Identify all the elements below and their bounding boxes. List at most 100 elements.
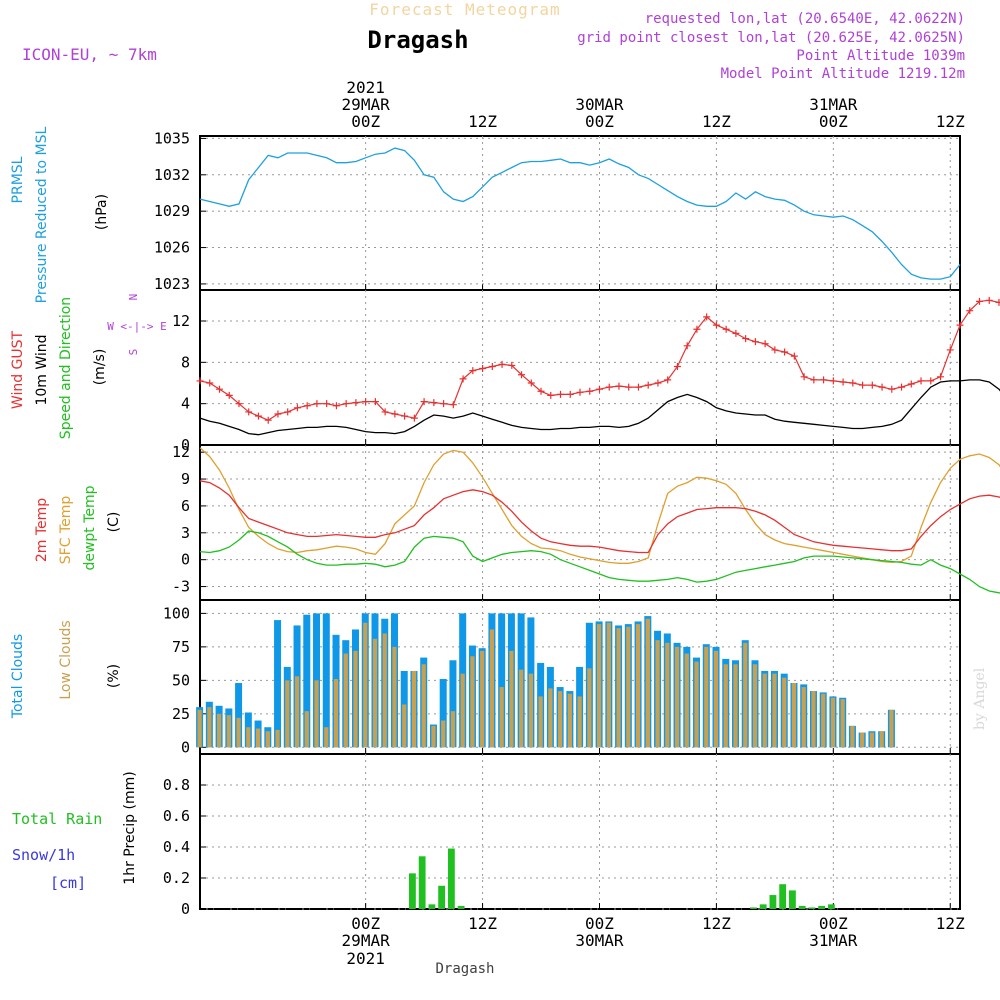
bottom-hour-label-3: 12Z xyxy=(702,914,731,933)
low-clouds-bar xyxy=(830,697,836,748)
wind-gust-marker xyxy=(937,373,945,381)
rain-bar xyxy=(418,856,426,909)
rain-bar xyxy=(827,904,835,909)
rain-bar xyxy=(808,907,816,909)
wind-gust-marker xyxy=(966,307,974,315)
low-clouds-bar xyxy=(596,624,602,748)
wind-gust-ylabel: Wind GUST xyxy=(10,330,26,409)
rain-bar xyxy=(818,905,826,909)
precip-ytick-label-3: 0.6 xyxy=(163,807,190,825)
sfc-temp-ylabel: SFC Temp xyxy=(58,496,74,565)
low-clouds-bar xyxy=(752,664,758,748)
wind-gust-marker xyxy=(595,385,603,393)
low-clouds-bar xyxy=(255,728,261,748)
total-clouds-bar xyxy=(498,613,506,748)
wind-gust-marker xyxy=(254,412,262,420)
low-clouds-ylabel: Low Clouds xyxy=(58,620,74,699)
wind-10m-line xyxy=(199,379,1000,436)
total-clouds-bar xyxy=(449,660,457,748)
low-clouds-bar xyxy=(216,713,222,748)
total-clouds-bar xyxy=(303,614,311,748)
wind-gust-marker xyxy=(196,377,204,385)
low-clouds-bar xyxy=(343,653,348,748)
bottom-hour-label-0: 00Z xyxy=(351,914,380,933)
wind-gust-marker xyxy=(469,367,477,375)
low-clouds-bar xyxy=(324,727,329,748)
temp-ytick-label-2: 3 xyxy=(181,524,190,542)
requested-coordinates: requested lon,lat (20.6540E, 42.0622N) xyxy=(645,11,965,27)
wind-gust-marker xyxy=(810,376,818,384)
wind-gust-marker xyxy=(449,401,457,409)
wind-gust-marker xyxy=(274,410,282,418)
low-clouds-bar xyxy=(236,717,241,748)
top-hour-label-1: 12Z xyxy=(468,112,497,131)
temp-unit: (C) xyxy=(106,512,122,533)
wind-gust-marker xyxy=(440,400,448,408)
low-clouds-bar xyxy=(392,646,397,748)
low-clouds-bar xyxy=(801,687,806,748)
low-clouds-bar xyxy=(587,668,592,748)
wind-gust-marker xyxy=(712,321,720,329)
low-clouds-bar xyxy=(674,646,680,748)
wind-gust-marker xyxy=(547,391,555,399)
low-clouds-bar xyxy=(226,715,231,748)
wind-gust-marker xyxy=(508,361,516,369)
total-rain-legend: Total Rain xyxy=(12,810,102,828)
wind-gust-marker xyxy=(342,400,350,408)
clouds-ytick-label-2: 50 xyxy=(172,671,190,689)
low-clouds-bar xyxy=(548,688,553,748)
low-clouds-bar xyxy=(382,633,387,748)
low-clouds-bar xyxy=(840,699,845,748)
top-hour-label-0: 00Z xyxy=(351,112,380,131)
low-clouds-bar xyxy=(811,691,816,748)
temp2m-ylabel: 2m Temp xyxy=(34,498,50,562)
low-clouds-bar xyxy=(489,629,495,748)
wind-gust-marker xyxy=(742,335,750,343)
wind-gust-marker xyxy=(917,377,925,385)
low-clouds-bar xyxy=(275,729,280,748)
pressure-ytick-label-1: 1026 xyxy=(154,239,190,257)
pressure-panel: PRMSL Pressure Reduced to MSL (hPa) 1023… xyxy=(10,126,961,303)
pressure-ytick-label-3: 1032 xyxy=(154,166,190,184)
wind-gust-marker xyxy=(878,383,886,391)
wind-gust-marker xyxy=(975,297,983,305)
temp-ytick-label-4: 9 xyxy=(181,470,190,488)
pressure-line xyxy=(199,147,961,280)
low-clouds-bar xyxy=(519,669,524,748)
wind-gust-marker xyxy=(566,390,574,398)
low-clouds-bar xyxy=(558,691,563,748)
wind-gust-marker xyxy=(488,362,496,370)
clouds-panel: Total Clouds Low Clouds (%) 0 25 50 75 100 xyxy=(10,599,961,756)
wind-gust-marker xyxy=(576,388,584,396)
temp-ytick-label-5: 12 xyxy=(172,443,190,461)
top-year-label-0: 2021 xyxy=(346,78,385,97)
top-hour-label-4: 00Z xyxy=(819,112,848,131)
bottom-hour-label-2: 00Z xyxy=(585,914,614,933)
low-clouds-bar xyxy=(889,709,894,748)
low-clouds-bar xyxy=(713,650,719,748)
wind-gust-marker xyxy=(800,373,808,381)
temp2m-line xyxy=(199,480,1000,554)
low-clouds-bar xyxy=(421,664,426,748)
low-clouds-bar xyxy=(879,731,884,748)
wind-gust-marker xyxy=(420,398,428,406)
low-clouds-bar xyxy=(372,638,378,748)
wind-gust-marker xyxy=(371,398,379,406)
wind-ytick-label-0: 0 xyxy=(181,436,190,454)
wind-gust-marker xyxy=(362,398,370,406)
temp-ytick-label-1: 0 xyxy=(181,551,190,569)
wind-unit: (m/s) xyxy=(92,349,108,386)
model-point-altitude: Model Point Altitude 1219.12m xyxy=(721,66,965,82)
wind-gust-marker xyxy=(644,381,652,389)
low-clouds-bar xyxy=(480,650,485,748)
low-clouds-bar xyxy=(363,622,368,748)
snow-legend: Snow/1h xyxy=(12,846,75,864)
dewpt-temp-ylabel: dewpt Temp xyxy=(82,485,98,570)
wind-gust-marker xyxy=(615,382,623,390)
rain-bar xyxy=(798,905,806,909)
location-title: Dragash xyxy=(367,26,468,54)
wind-gust-marker xyxy=(898,383,906,391)
